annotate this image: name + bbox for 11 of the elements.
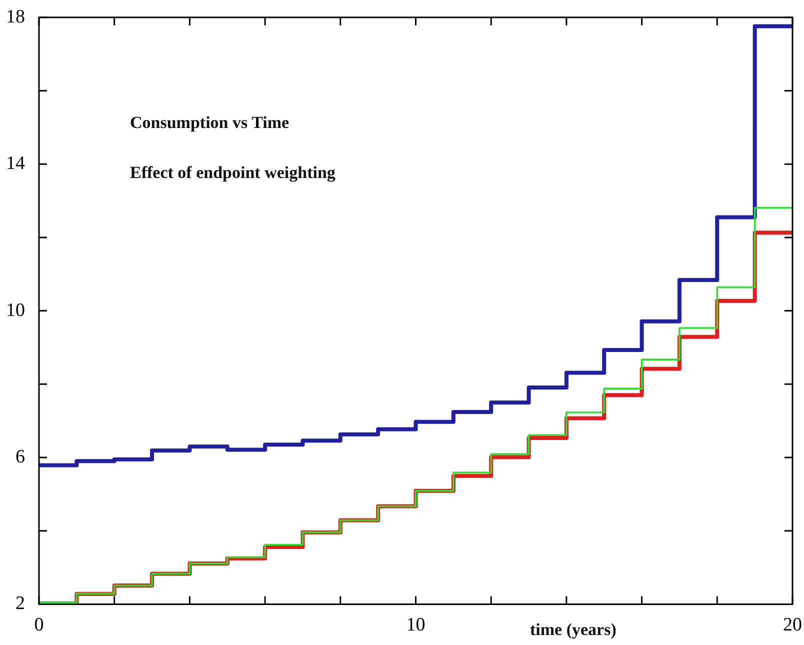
x-tick-label: 0 [34,614,44,636]
y-tick-label: 6 [16,446,25,468]
text: Consumption vs Time [130,113,290,133]
x-axis-title: time (years) [530,620,616,640]
y-tick-label: 18 [6,6,25,28]
y-tick-label: 14 [6,153,26,174]
text: Effect of endpoint weighting [130,163,336,183]
y-tick-label: 2 [16,593,25,614]
y-tick-label: 10 [6,300,25,321]
x-tick-label: 10 [406,614,426,636]
x-tick-label: 20 [783,614,802,636]
